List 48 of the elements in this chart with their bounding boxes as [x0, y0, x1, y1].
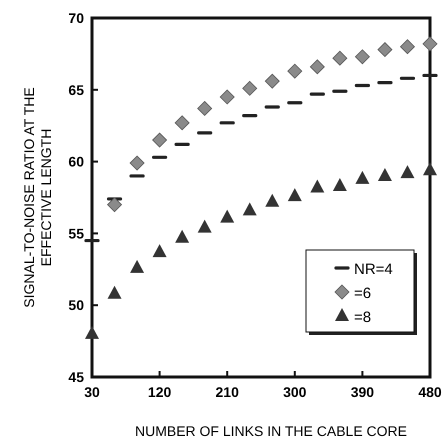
point	[400, 165, 414, 178]
point	[400, 39, 415, 54]
point	[107, 197, 122, 212]
point	[264, 74, 280, 89]
y-tick-label: 65	[68, 82, 84, 98]
point	[332, 50, 348, 66]
point	[108, 286, 122, 299]
y-tick-label: 50	[68, 297, 84, 314]
point	[130, 260, 144, 273]
point	[152, 244, 167, 258]
point	[310, 179, 324, 192]
point	[423, 162, 437, 176]
point	[242, 80, 258, 96]
point	[378, 168, 392, 181]
y-tick-label: 45	[68, 369, 84, 385]
point	[355, 170, 370, 184]
x-tick-label: 120	[148, 384, 172, 400]
legend-label: NR=4	[354, 261, 393, 278]
point	[220, 210, 234, 223]
y-axis-title: SIGNAL-TO-NOISE RATIO AT THE EFFECTIVE LENGTH	[21, 87, 54, 308]
point	[378, 42, 392, 57]
point	[287, 64, 302, 79]
x-tick-label: 210	[216, 384, 240, 400]
point	[174, 115, 190, 130]
point	[85, 326, 99, 339]
point	[220, 90, 235, 104]
point	[175, 230, 190, 243]
legend-label: =6	[354, 285, 372, 302]
point	[130, 156, 144, 170]
y-tick-label: 70	[68, 10, 84, 26]
x-tick-label: 30	[84, 384, 100, 400]
point	[152, 132, 167, 148]
x-axis-title: NUMBER OF LINKS IN THE CABLE CORE	[134, 423, 408, 439]
legend-label: =8	[354, 309, 372, 326]
x-tick-label: 300	[283, 384, 307, 400]
point	[265, 194, 280, 207]
point	[197, 101, 212, 116]
x-tick-label: 480	[418, 384, 442, 400]
point	[422, 36, 438, 52]
y-tick-label: 60	[68, 154, 84, 170]
point	[355, 49, 370, 64]
point	[198, 220, 212, 233]
point	[310, 59, 325, 74]
x-tick-label: 390	[350, 384, 374, 400]
point	[242, 202, 257, 216]
point	[332, 178, 347, 192]
point	[288, 188, 302, 202]
y-tick-label: 55	[68, 225, 84, 242]
